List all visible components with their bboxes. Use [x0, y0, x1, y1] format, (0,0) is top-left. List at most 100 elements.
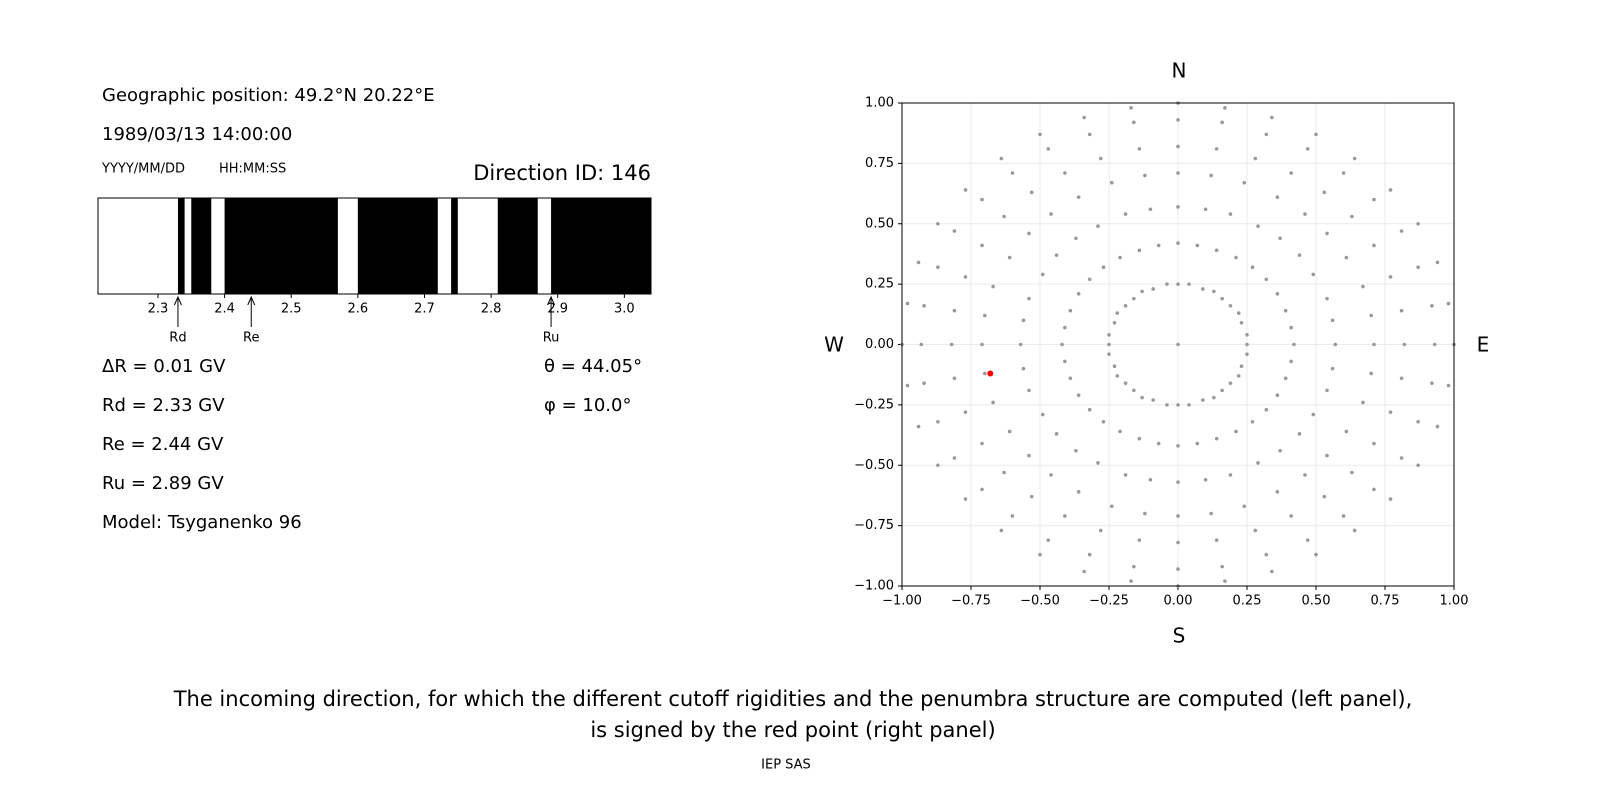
point — [1129, 106, 1133, 110]
x-tick-label: 2.4 — [214, 302, 235, 317]
marker-label: Ru — [543, 331, 560, 346]
point — [1010, 171, 1015, 175]
point — [1325, 388, 1329, 393]
point — [1060, 342, 1064, 347]
point — [952, 376, 957, 381]
point — [1264, 132, 1269, 137]
y-tick-label: 0.25 — [865, 277, 894, 292]
point — [1165, 403, 1169, 407]
x-tick-label: 0.00 — [1164, 594, 1193, 609]
point — [1195, 441, 1200, 446]
point — [1325, 231, 1329, 236]
point — [1399, 229, 1404, 233]
point — [1303, 473, 1307, 477]
point — [980, 243, 984, 248]
point — [1289, 514, 1293, 518]
x-tick-label: 2.9 — [547, 302, 568, 317]
point — [1176, 241, 1180, 245]
point — [1245, 352, 1249, 356]
point — [1416, 463, 1420, 468]
point — [1242, 180, 1247, 185]
point — [1223, 106, 1227, 110]
y-tick-label: 0.50 — [865, 216, 894, 231]
point — [1430, 304, 1434, 308]
x-tick-label: 2.7 — [414, 302, 435, 317]
x-tick-label: 2.8 — [481, 302, 502, 317]
point — [1027, 388, 1031, 393]
point — [1074, 236, 1078, 241]
direction-label: S — [1173, 624, 1186, 648]
point — [1132, 388, 1136, 393]
point — [1076, 490, 1081, 494]
marker-label: Rd — [169, 331, 186, 346]
point — [1303, 212, 1307, 216]
point — [1361, 284, 1365, 289]
point — [980, 197, 984, 202]
point — [1369, 371, 1373, 376]
point — [1049, 473, 1053, 477]
y-tick-label: 1.00 — [865, 96, 894, 111]
point — [1242, 504, 1247, 509]
point — [1292, 342, 1296, 347]
point — [980, 441, 984, 446]
point — [1322, 494, 1327, 499]
point — [1270, 115, 1274, 120]
point — [1278, 236, 1282, 241]
point — [1214, 436, 1219, 441]
point — [1195, 243, 1200, 248]
point — [1021, 366, 1026, 371]
point — [1372, 487, 1376, 492]
point — [1203, 207, 1208, 212]
point — [1137, 538, 1142, 542]
point — [1176, 567, 1180, 571]
point — [1148, 207, 1153, 212]
point — [1264, 407, 1269, 412]
point — [1087, 552, 1092, 557]
penumbra-band — [551, 198, 651, 294]
point — [1256, 224, 1260, 228]
point — [1156, 441, 1161, 446]
marker-label: Re — [243, 331, 259, 346]
point — [1176, 403, 1180, 407]
point — [922, 304, 926, 308]
point — [980, 487, 984, 492]
point — [1250, 419, 1255, 424]
point — [1432, 342, 1437, 347]
x-tick-label: −0.50 — [1020, 594, 1060, 609]
point — [1399, 376, 1404, 381]
point — [1176, 144, 1180, 149]
x-tick-label: 2.5 — [281, 302, 302, 317]
parameter: Model: Tsyganenko 96 — [102, 512, 302, 533]
x-tick-label: 0.25 — [1233, 594, 1262, 609]
point — [1369, 313, 1373, 318]
point — [1289, 359, 1293, 364]
point — [1049, 212, 1053, 216]
point — [1314, 132, 1318, 137]
point — [1399, 456, 1404, 460]
point — [1341, 171, 1346, 175]
time-format: HH:MM:SS — [219, 162, 286, 177]
point — [1446, 301, 1451, 306]
point — [1253, 528, 1258, 533]
point — [991, 400, 995, 405]
point — [1311, 412, 1316, 417]
point — [1143, 173, 1147, 178]
point — [1416, 419, 1420, 424]
point — [936, 221, 940, 226]
point — [1018, 342, 1023, 347]
point — [1165, 282, 1169, 286]
point — [1270, 569, 1274, 574]
y-tick-label: −0.50 — [854, 458, 894, 473]
point — [1212, 395, 1216, 400]
point — [1372, 441, 1376, 446]
point — [1297, 253, 1302, 257]
parameter: Ru = 2.89 GV — [102, 473, 224, 494]
point — [1109, 180, 1114, 185]
point — [980, 342, 984, 347]
direction-label: N — [1172, 59, 1187, 83]
point — [1007, 255, 1012, 260]
point — [1305, 538, 1310, 542]
penumbra-band — [357, 198, 438, 294]
point — [1040, 412, 1045, 417]
caption: is signed by the red point (right panel) — [590, 718, 995, 742]
